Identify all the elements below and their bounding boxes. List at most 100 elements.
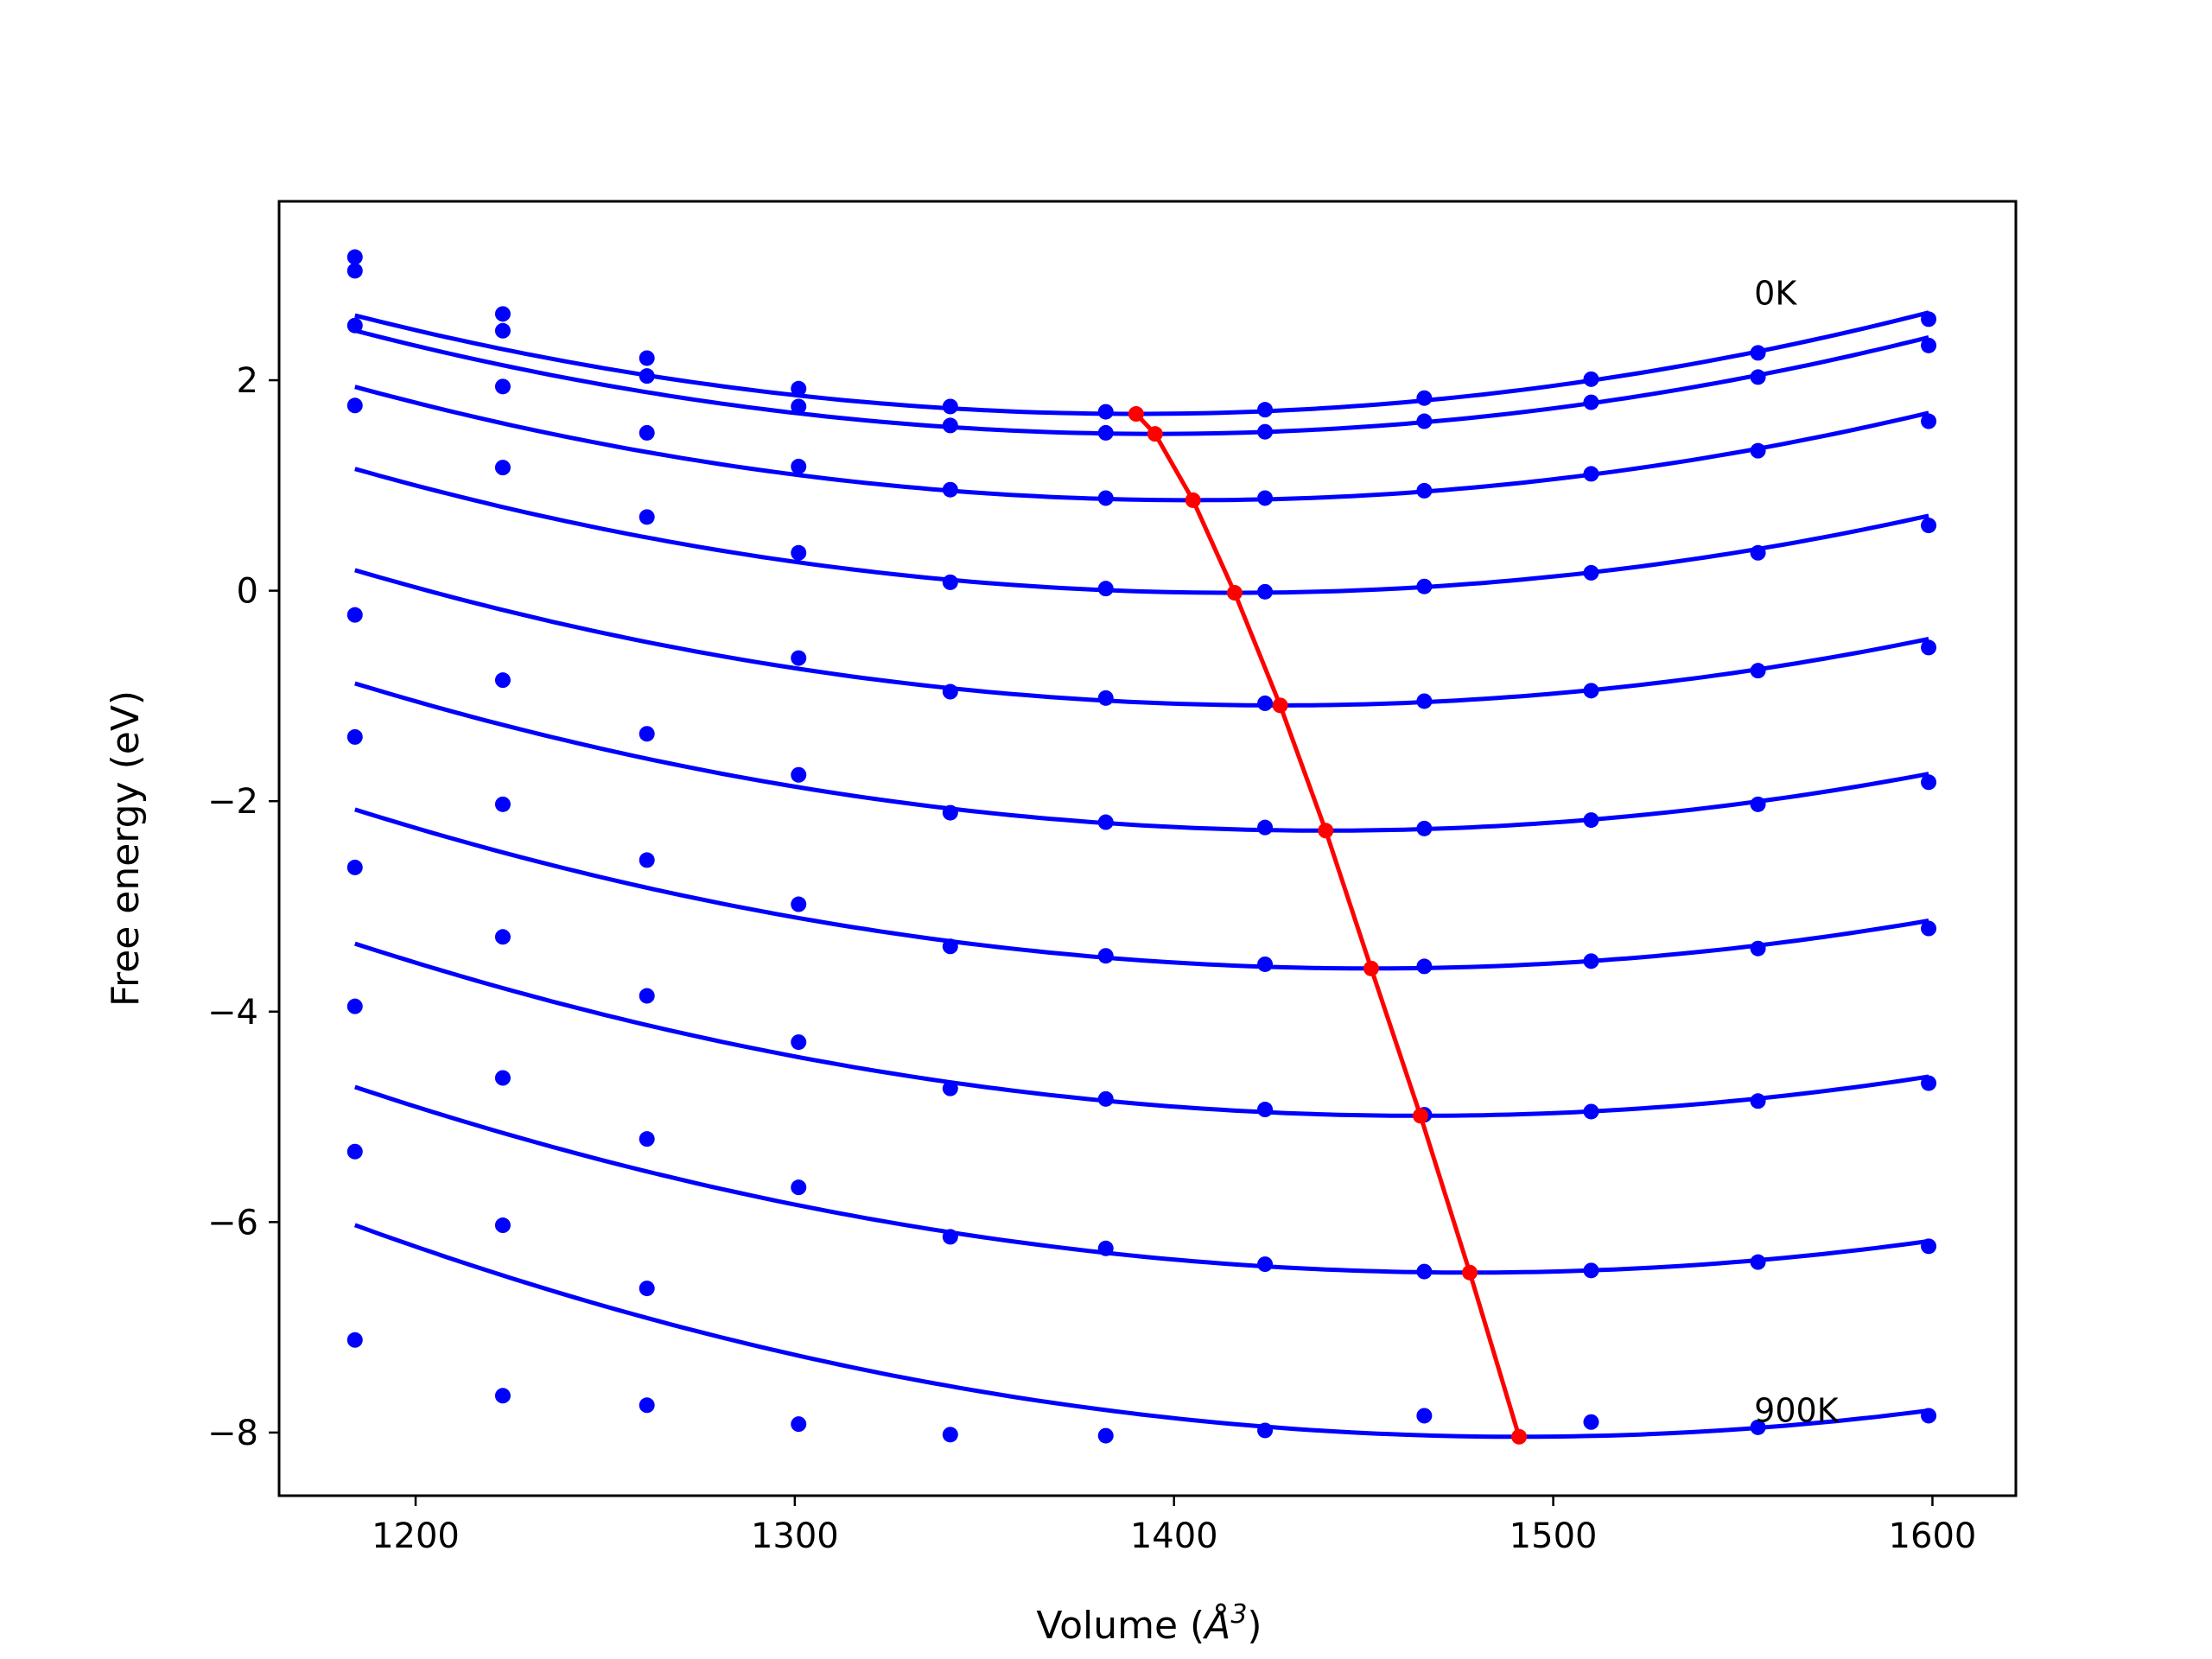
y-tick-label: −2 [207,782,258,822]
data-point [791,1034,807,1051]
data-point [1097,404,1114,420]
data-point [1416,482,1433,499]
data-point [1583,564,1599,581]
x-tick-label: 1200 [372,1516,460,1556]
data-point [1750,369,1766,385]
data-point [1921,413,1937,429]
data-point [346,317,363,334]
data-point [942,1427,958,1443]
data-point [1921,1408,1937,1424]
data-point [639,1281,655,1297]
data-point [346,728,363,745]
data-point [1921,518,1937,534]
fit-curve [354,941,1929,1118]
data-point [1921,639,1937,656]
data-point [1750,940,1766,957]
fit-curve [354,807,1929,971]
data-point [791,544,807,561]
minimum-point [1511,1428,1528,1445]
data-point [1257,402,1274,418]
minimum-curve [1135,412,1522,1438]
y-tick-label: 2 [237,361,258,401]
fit-curve [354,467,1929,595]
data-point [1097,690,1114,706]
x-tick-label: 1500 [1510,1516,1598,1556]
data-point [346,249,363,265]
data-point [1750,345,1766,361]
data-point [1583,466,1599,482]
data-point [1257,956,1274,972]
data-point [1257,490,1274,506]
data-point [1416,820,1433,836]
minimum-point [1185,492,1201,508]
data-point [639,368,655,385]
data-point [1583,394,1599,410]
data-points [346,249,1937,1444]
data-point [1257,583,1274,600]
data-point [346,607,363,623]
data-point [346,397,363,414]
data-point [942,1080,958,1096]
data-point [494,1388,511,1404]
data-point [1416,693,1433,709]
data-point [639,509,655,525]
fit-curve [354,310,1929,416]
data-point [791,380,807,397]
data-point [1097,581,1114,597]
minimum-point [1462,1264,1478,1281]
data-point [1097,1240,1114,1256]
data-point [942,1229,958,1245]
data-point [639,1131,655,1147]
fit-curves [353,310,1929,1440]
minimum-point [1363,960,1379,976]
data-point [1750,1093,1766,1109]
fit-curve [353,1223,1929,1440]
data-point [639,852,655,868]
data-point [1583,953,1599,969]
data-point [1583,683,1599,699]
annotation-label: 900K [1754,1392,1840,1430]
data-point [1257,695,1274,711]
data-point [942,938,958,955]
data-point [1750,663,1766,679]
data-point [791,458,807,474]
x-tick-label: 1600 [1889,1516,1977,1556]
data-point [494,929,511,945]
data-point [494,322,511,339]
data-point [1097,424,1114,441]
minimum-point [1147,426,1163,442]
data-point [942,683,958,700]
annotation-label: 0K [1754,274,1797,312]
data-point [639,350,655,366]
data-point [1583,1414,1599,1430]
data-point [1750,1254,1766,1270]
data-point [1750,544,1766,561]
data-point [1416,390,1433,406]
data-point [1750,796,1766,812]
axis-ticks: 1200 1300 1400 1500 1600 2 0 −2 −4 −6 −8 [207,361,1976,1556]
data-point [494,1217,511,1234]
data-point [1257,1102,1274,1118]
data-point [791,650,807,666]
data-point [346,1143,363,1160]
data-point [1416,1263,1433,1280]
data-point [1257,1422,1274,1439]
data-point [1097,814,1114,830]
fit-curve [354,1084,1929,1275]
data-point [1583,1103,1599,1120]
y-tick-label: −4 [207,993,258,1033]
minimum-line [1128,406,1528,1445]
data-point [494,1070,511,1086]
data-point [1097,490,1114,506]
fit-curve [354,568,1929,708]
data-point [1921,337,1937,353]
data-point [1257,1256,1274,1273]
data-point [494,306,511,322]
data-point [1416,958,1433,975]
data-point [1750,1419,1766,1435]
data-point [639,424,655,441]
x-tick-label: 1400 [1130,1516,1218,1556]
data-point [494,672,511,689]
data-point [1257,423,1274,440]
